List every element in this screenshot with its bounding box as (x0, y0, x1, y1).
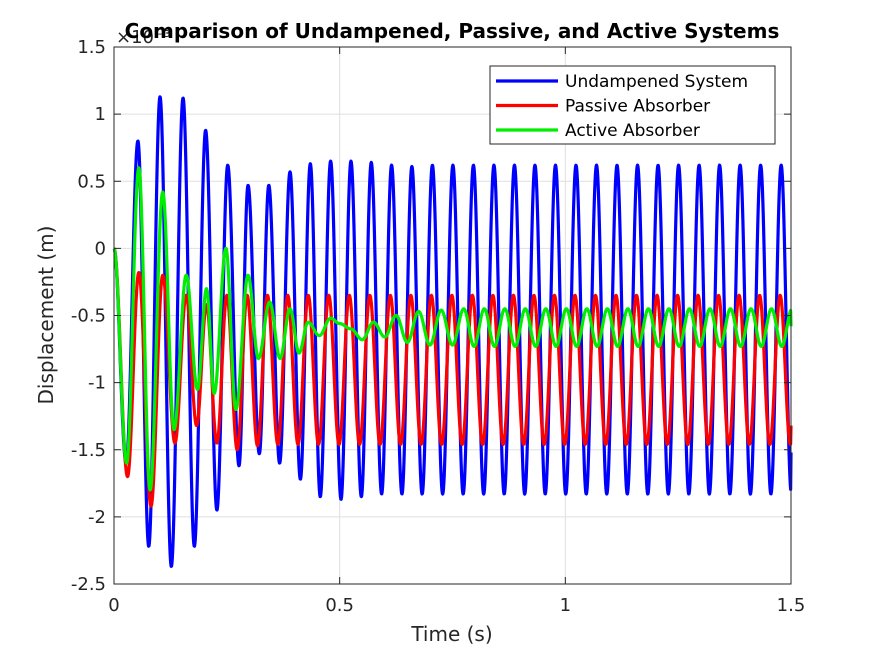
y-tick-label: 0.5 (77, 171, 106, 192)
legend-label-3: Active Absorber (565, 121, 700, 141)
x-axis-label: Time (s) (410, 622, 492, 646)
x-tick-label: 0.5 (325, 595, 354, 616)
y-exponent-label: ×10⁻³ (116, 27, 171, 48)
ticks (113, 46, 792, 585)
series-line-1 (112, 95, 793, 568)
y-tick-label: -2 (88, 507, 106, 528)
y-tick-label: 0 (95, 238, 106, 259)
y-tick-label: -1 (88, 373, 106, 394)
y-tick-labels: -2.5 -2 -1.5 -1 -0.5 0 0.5 1 1.5 (71, 37, 106, 595)
legend: Undampened System Passive Absorber Active … (489, 65, 776, 145)
y-axis-label: Displacement (m) (34, 226, 58, 405)
legend-label-2: Passive Absorber (565, 97, 710, 117)
y-tick-label: -2.5 (71, 574, 106, 595)
x-tick-labels: 0 0.5 1 1.5 (108, 595, 805, 616)
y-tick-label: 1 (95, 104, 106, 125)
y-tick-label: -1.5 (71, 440, 106, 461)
x-tick-label: 1.5 (777, 595, 806, 616)
legend-label-1: Undampened System (565, 72, 748, 92)
series-line-3 (112, 166, 793, 492)
y-tick-label: -0.5 (71, 306, 106, 327)
x-tick-label: 0 (108, 595, 119, 616)
x-tick-label: 1 (560, 595, 571, 616)
series-line-2 (112, 247, 793, 508)
chart-title: Comparison of Undampened, Passive, and A… (125, 19, 780, 43)
series-group (112, 95, 793, 568)
y-tick-label: 1.5 (77, 37, 106, 58)
